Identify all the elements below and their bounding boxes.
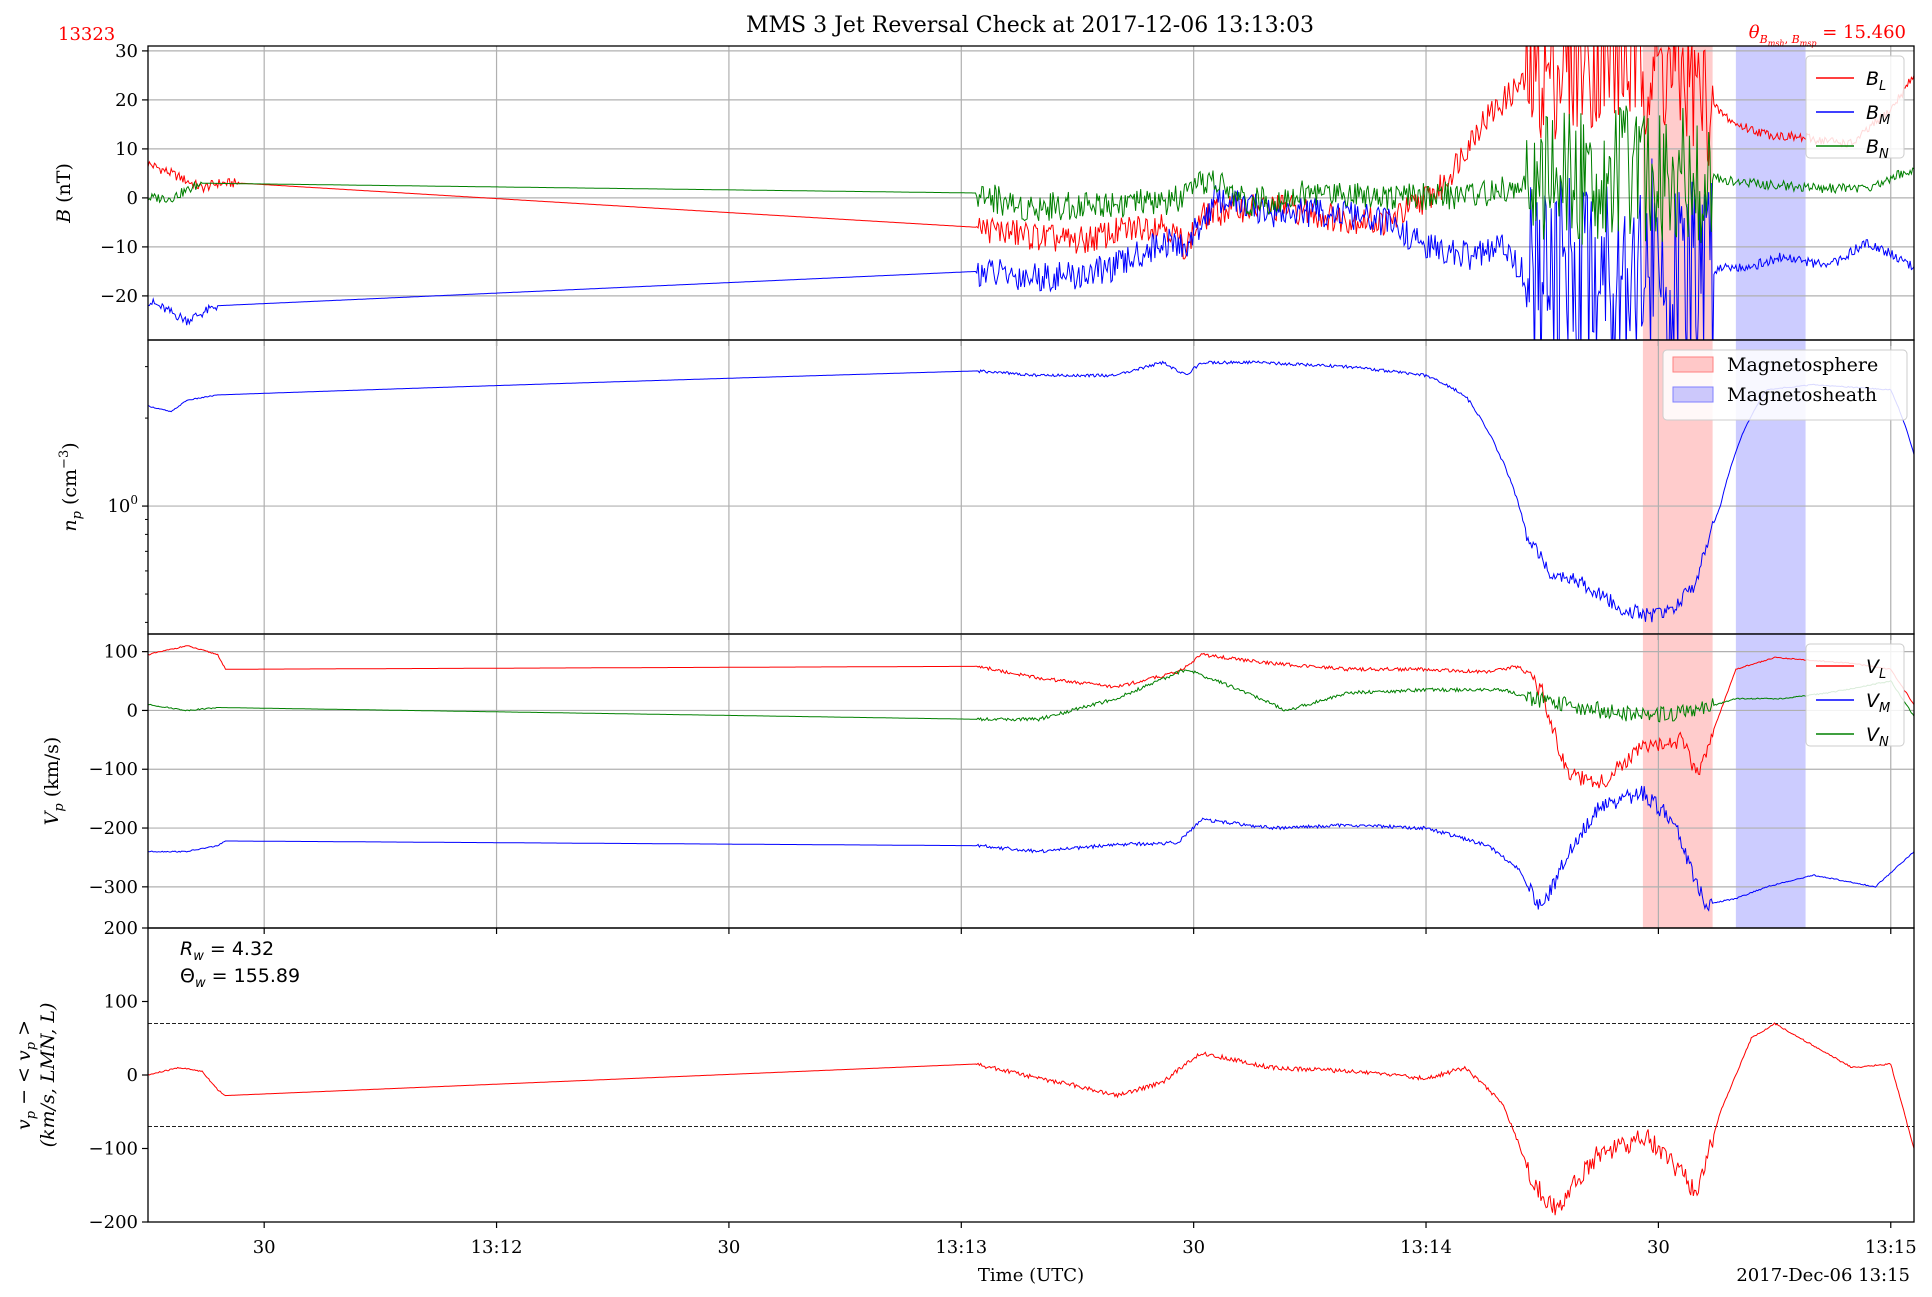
legend-swatch xyxy=(1672,356,1714,373)
y-tick-label: 0 xyxy=(127,700,138,721)
y-tick-label: 10 xyxy=(115,139,138,160)
legend-label: VM xyxy=(1866,690,1890,716)
legend-label: Magnetosheath xyxy=(1727,384,1877,406)
series-line-b-m xyxy=(148,158,1914,340)
event-id-label: 13323 xyxy=(58,24,115,45)
y-tick-label: 100 xyxy=(104,992,138,1013)
legend: VL VM VN xyxy=(1805,643,1905,750)
x-tick-label: 30 xyxy=(717,1237,740,1258)
y-tick-label: 0 xyxy=(127,188,138,209)
date-label: 2017-Dec-06 13:15 xyxy=(1736,1265,1910,1286)
magnetosphere-interval xyxy=(1642,634,1713,928)
theta-w-annotation: Θw = 155.89 xyxy=(180,965,300,991)
series-line-v-m xyxy=(148,785,1914,912)
y-axis-label: Vp (km/s) xyxy=(41,737,67,826)
axes-frame xyxy=(147,927,1915,1223)
x-tick-label: 13:12 xyxy=(471,1237,523,1258)
legend-label: VN xyxy=(1866,724,1889,750)
proton-velocity-panel: −300 −200 −100 0 100 Vp (km/s) VL VM VN xyxy=(41,633,1915,934)
y-tick-label: 0 xyxy=(127,1065,138,1086)
x-axis-label: Time (UTC) xyxy=(978,1265,1084,1286)
x-tick-label: 30 xyxy=(1182,1237,1205,1258)
y-tick-label: −300 xyxy=(89,877,138,898)
y-tick-label: 100 xyxy=(104,642,138,663)
plot-area xyxy=(148,1022,1914,1216)
y-tick-label: −200 xyxy=(89,1212,138,1233)
series-line-v-n xyxy=(148,669,1914,723)
velocity-deviation-panel: −200 −100 0 100 200 vp − < vp > (km/s, LMN, L)… xyxy=(13,918,1915,1233)
y-tick-label: −200 xyxy=(89,818,138,839)
y-axis-label: (km/s, LMN, L) xyxy=(37,1003,59,1148)
series-line-n-p xyxy=(148,359,1914,623)
region-legend: Magnetosphere Magnetosheath xyxy=(1662,349,1908,421)
y-axis-label: vp − < vp > xyxy=(13,1020,39,1130)
theta-annotation: θBmsh, Bmsp = 15.460 xyxy=(1749,22,1906,48)
y-tick-label: 100 xyxy=(107,493,138,517)
x-tick-label: 13:14 xyxy=(1400,1237,1452,1258)
chart-title: MMS 3 Jet Reversal Check at 2017-12-06 1… xyxy=(746,13,1314,38)
series-line-v-p-v-p- xyxy=(148,1022,1914,1216)
series-line-b-n xyxy=(148,105,1914,245)
y-tick-label: −10 xyxy=(100,237,138,258)
y-axis-label: B (nT) xyxy=(53,163,75,224)
proton-density-panel: 100 np (cm−3) Magnetosphere Magnetosheath xyxy=(57,339,1915,640)
y-tick-label: −100 xyxy=(89,759,138,780)
legend-label: Magnetosphere xyxy=(1727,354,1878,376)
legend-label: BM xyxy=(1866,102,1890,128)
plot-area xyxy=(148,634,1914,928)
y-axis-label: np (cm−3) xyxy=(57,442,85,531)
y-tick-label: −20 xyxy=(100,286,138,307)
magnetosheath-interval xyxy=(1735,634,1806,928)
time-axis: 30 13:12 30 13:13 30 13:14 30 13:15 xyxy=(253,1237,1917,1258)
legend-box xyxy=(1662,349,1908,421)
x-tick-label: 13:13 xyxy=(935,1237,987,1258)
magnetosheath-interval xyxy=(1735,46,1806,340)
legend-label: VL xyxy=(1866,656,1886,682)
series-line-v-l xyxy=(148,645,1914,789)
plot-area xyxy=(148,46,1914,340)
y-tick-label: 30 xyxy=(115,41,138,62)
x-tick-label: 13:15 xyxy=(1865,1237,1917,1258)
legend-swatch xyxy=(1672,386,1714,403)
magnetic-field-panel: −20 −10 0 10 20 30 B (nT) BL BM BN xyxy=(53,41,1915,346)
rw-annotation: Rw = 4.32 xyxy=(180,938,274,964)
y-tick-label: −100 xyxy=(89,1139,138,1160)
y-tick-label: 20 xyxy=(115,90,138,111)
x-tick-label: 30 xyxy=(253,1237,276,1258)
legend: BL BM BN xyxy=(1805,55,1905,162)
x-tick-label: 30 xyxy=(1647,1237,1670,1258)
theta-value: 15.460 xyxy=(1843,22,1906,43)
y-tick-label: 200 xyxy=(104,918,138,939)
plot-area xyxy=(148,340,1914,634)
series-line-b-l xyxy=(148,46,1914,260)
legend-label: BN xyxy=(1866,136,1889,162)
legend-box xyxy=(1805,643,1905,747)
legend-label: BL xyxy=(1866,68,1886,94)
legend-box xyxy=(1805,55,1905,159)
